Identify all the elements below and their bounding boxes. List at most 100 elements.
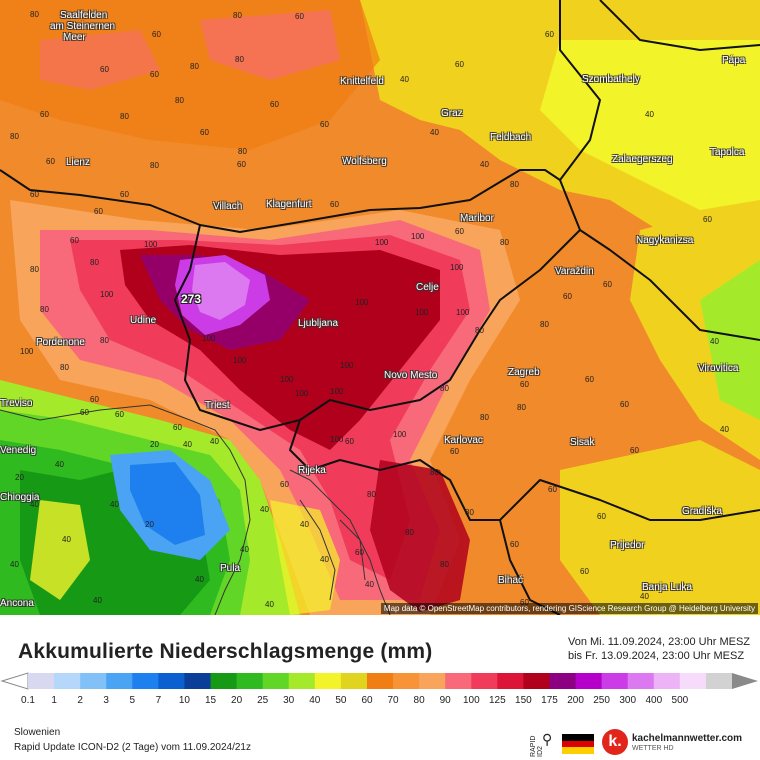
city-label[interactable]: Ancona — [0, 598, 34, 609]
brand-block[interactable]: RAPID ID2 ⚲ k. kachelmannwetter.com WETT… — [530, 727, 756, 757]
contour-label: 80 — [120, 112, 129, 121]
contour-label: 60 — [580, 567, 589, 576]
city-name: Celje — [416, 282, 439, 293]
city-name: Feldbach — [490, 132, 532, 143]
contour-label: 60 — [703, 215, 712, 224]
contour-label: 100 — [450, 263, 464, 272]
contour-label: 80 — [90, 258, 99, 267]
precipitation-map[interactable]: 80 80 60 60 60 80 80 60 60 40 60 80 80 60 60 40 40 80 60 60… — [0, 0, 760, 615]
city-label[interactable]: Zagreb — [508, 367, 540, 378]
city-label[interactable]: Bihać — [498, 575, 523, 586]
city-label[interactable]: Ljubljana — [298, 318, 338, 329]
contour-label: 40 — [640, 592, 649, 601]
city-name: Pordenone — [36, 337, 85, 348]
city-label[interactable]: Prijedor — [610, 540, 644, 551]
city-name: Szombathely — [582, 74, 640, 85]
city-label[interactable]: Rijeka — [298, 465, 326, 476]
contour-label: 60 — [270, 100, 279, 109]
city-name: Triest — [205, 400, 230, 411]
city-label[interactable]: Saalfelden — [60, 10, 107, 21]
scale-tick-label: 3 — [103, 695, 109, 706]
scale-tick-label: 250 — [593, 695, 610, 706]
city-label[interactable]: Treviso — [0, 398, 32, 409]
contour-label: 80 — [233, 11, 242, 20]
city-label[interactable]: Triest — [205, 400, 230, 411]
map-attribution: Map data © OpenStreetMap contributors, r… — [380, 603, 758, 614]
scale-max-arrow — [732, 673, 758, 689]
contour-label: 60 — [70, 236, 79, 245]
city-label[interactable]: Karlovac — [444, 435, 483, 446]
city-label[interactable]: Varaždin — [555, 266, 594, 277]
contour-label: 100 — [456, 308, 470, 317]
city-name: Villach — [213, 201, 243, 212]
contour-label: 20 — [150, 440, 159, 449]
city-label[interactable]: Udine — [130, 315, 156, 326]
contour-label: 20 — [15, 473, 24, 482]
city-label[interactable]: Pordenone — [36, 337, 85, 348]
city-label[interactable]: Wolfsberg — [342, 156, 387, 167]
city-label[interactable]: Pápa — [722, 55, 745, 66]
contour-label: 40 — [195, 575, 204, 584]
city-label[interactable]: Nagykanizsa — [636, 235, 693, 246]
city-label[interactable]: Celje — [416, 282, 439, 293]
scale-swatch — [549, 673, 577, 689]
scale-tick-label: 40 — [309, 695, 321, 706]
contour-label: 80 — [190, 62, 199, 71]
city-label[interactable]: Maribor — [460, 213, 494, 224]
contour-label: 60 — [597, 512, 606, 521]
city-label[interactable]: Szombathely — [582, 74, 640, 85]
city-label[interactable]: Banja Luka — [642, 582, 692, 593]
city-name: Rijeka — [298, 465, 326, 476]
city-label[interactable]: Zalaegerszeg — [612, 154, 673, 165]
city-label[interactable]: Tapolca — [710, 147, 744, 158]
scale-swatch — [288, 673, 316, 689]
scale-tick-label: 50 — [335, 695, 347, 706]
contour-label: 80 — [517, 403, 526, 412]
city-label[interactable]: Gradiška — [682, 506, 722, 517]
scale-swatch — [419, 673, 446, 689]
city-label[interactable]: Virovitica — [698, 363, 738, 374]
scale-swatch — [236, 673, 264, 689]
scale-tick-label: 5 — [129, 695, 136, 706]
contour-label: 80 — [238, 147, 247, 156]
contour-label: 100 — [202, 334, 216, 343]
contour-label: 20 — [145, 520, 154, 529]
search-icon[interactable]: ⚲ — [542, 731, 553, 747]
brand-name[interactable]: kachelmannwetter.com — [632, 733, 743, 744]
contour-label: 40 — [710, 337, 719, 346]
city-label[interactable]: Graz — [441, 108, 463, 119]
scale-swatch — [54, 673, 81, 689]
city-label[interactable]: Sisak — [570, 437, 594, 448]
scale-swatch — [366, 673, 394, 689]
model-label: Rapid Update ICON-D2 (2 Tage) vom 11.09.… — [14, 742, 251, 753]
contour-label: 40 — [55, 460, 64, 469]
contour-label: 40 — [240, 545, 249, 554]
city-name: am Steinernen — [50, 21, 116, 32]
city-label[interactable]: Villach — [213, 201, 242, 212]
city-label[interactable]: Venedig — [0, 445, 36, 456]
contour-label: 100 — [233, 356, 247, 365]
contour-label: 100 — [375, 238, 389, 247]
contour-label: 60 — [115, 410, 124, 419]
scale-swatch — [471, 673, 498, 689]
city-label[interactable]: am Steinernen — [50, 21, 115, 32]
city-name: Sisak — [570, 437, 595, 448]
contour-label: 40 — [110, 500, 119, 509]
city-name: Graz — [441, 108, 463, 119]
city-label[interactable]: Lienz — [66, 157, 90, 168]
contour-label: 80 — [540, 320, 549, 329]
contour-label: 100 — [355, 298, 369, 307]
scale-min-arrow — [0, 672, 29, 690]
scale-tick-label: 20 — [231, 695, 243, 706]
city-label[interactable]: Novo Mesto — [384, 370, 437, 381]
city-label[interactable]: Pula — [220, 563, 240, 574]
city-label[interactable]: Chioggia — [0, 492, 39, 503]
city-label[interactable]: Meer — [63, 32, 86, 43]
city-label[interactable]: Klagenfurt — [266, 199, 312, 210]
contour-label: 60 — [120, 190, 129, 199]
contour-label: 80 — [430, 468, 439, 477]
contour-label: 100 — [393, 430, 407, 439]
city-label[interactable]: Knittelfeld — [340, 76, 384, 87]
city-label[interactable]: Feldbach — [490, 132, 531, 143]
city-name: Pápa — [722, 55, 746, 66]
